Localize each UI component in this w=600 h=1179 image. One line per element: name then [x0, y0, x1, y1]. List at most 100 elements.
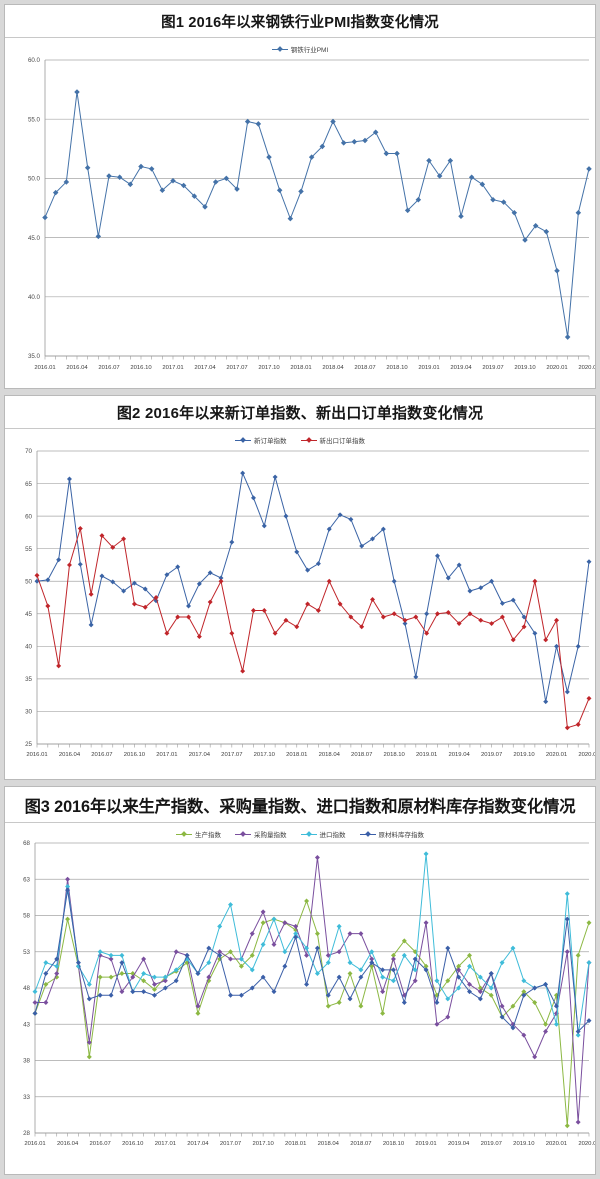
data-point: [228, 949, 234, 955]
data-point: [162, 974, 168, 980]
data-point: [532, 223, 539, 229]
svg-text:2018.10: 2018.10: [383, 1141, 405, 1147]
data-point: [127, 181, 134, 188]
data-point: [391, 611, 397, 617]
data-point: [564, 1123, 570, 1129]
data-point: [260, 920, 266, 926]
svg-text:2018.01: 2018.01: [285, 1141, 306, 1147]
data-point: [575, 209, 582, 216]
data-point: [173, 978, 179, 984]
data-point: [456, 974, 462, 980]
data-point: [359, 543, 365, 549]
svg-text:2019.10: 2019.10: [513, 752, 535, 758]
data-point: [217, 952, 223, 958]
svg-text:2020.04: 2020.04: [578, 365, 595, 371]
svg-text:45: 45: [25, 611, 32, 618]
data-point: [511, 209, 518, 216]
data-point: [86, 981, 92, 987]
data-point: [315, 608, 321, 613]
data-point: [456, 967, 462, 973]
data-point: [110, 579, 116, 585]
data-point: [456, 985, 462, 991]
data-point: [141, 971, 147, 976]
data-point: [445, 945, 451, 951]
svg-text:25: 25: [25, 741, 32, 748]
data-point: [305, 601, 311, 607]
svg-text:2016.01: 2016.01: [34, 365, 55, 371]
svg-text:2016.07: 2016.07: [98, 365, 119, 371]
data-point: [456, 562, 462, 568]
data-point: [173, 949, 179, 955]
data-point: [447, 157, 454, 164]
data-point: [434, 611, 440, 617]
chart-3-title: 图3 2016年以来生产指数、采购量指数、进口指数和原材料库存指数变化情况: [5, 787, 595, 823]
data-point: [532, 1000, 538, 1005]
data-point: [423, 967, 429, 973]
data-point: [369, 963, 375, 969]
svg-text:2017.01: 2017.01: [162, 365, 183, 371]
data-point: [119, 952, 125, 958]
data-point: [413, 614, 419, 620]
data-point: [32, 1010, 38, 1016]
data-point: [358, 1003, 364, 1009]
data-point: [488, 992, 494, 998]
data-point: [426, 157, 432, 164]
data-point: [65, 887, 71, 893]
svg-text:60: 60: [25, 513, 32, 520]
data-point: [510, 1003, 516, 1009]
svg-text:2019.10: 2019.10: [514, 365, 536, 371]
data-point: [380, 614, 386, 620]
data-point: [250, 495, 256, 501]
data-point: [294, 549, 300, 555]
data-point: [586, 166, 592, 172]
data-point: [77, 561, 83, 567]
data-point: [424, 611, 430, 617]
data-point: [141, 978, 147, 984]
svg-text:2019.07: 2019.07: [481, 752, 502, 758]
data-point: [478, 617, 484, 623]
svg-text:63: 63: [23, 876, 30, 883]
data-point: [162, 985, 168, 991]
svg-text:55.0: 55.0: [28, 116, 41, 123]
svg-text:2017.01: 2017.01: [156, 752, 177, 758]
data-point: [228, 992, 234, 998]
data-point: [119, 989, 125, 995]
data-point: [223, 175, 230, 182]
data-point: [488, 971, 494, 976]
data-point: [532, 578, 538, 584]
data-point: [142, 586, 148, 592]
data-point: [212, 179, 219, 185]
svg-text:2019.07: 2019.07: [482, 365, 503, 371]
chart-panel-1: 图1 2016年以来钢铁行业PMI指数变化情况 钢铁行业PMI 35.0 40.0…: [4, 4, 596, 389]
data-point: [152, 974, 157, 980]
svg-text:2020.04: 2020.04: [578, 1141, 595, 1147]
data-point: [467, 588, 473, 594]
data-point: [86, 1039, 92, 1045]
data-point: [380, 989, 386, 995]
svg-text:2016.07: 2016.07: [90, 1141, 111, 1147]
data-point: [456, 621, 462, 627]
data-point: [272, 474, 278, 480]
data-point: [325, 952, 331, 958]
data-point: [206, 960, 212, 966]
data-point: [586, 960, 592, 966]
data-point: [260, 974, 266, 980]
data-point: [564, 689, 570, 695]
data-point: [315, 561, 321, 567]
data-point: [99, 573, 105, 579]
data-point: [159, 187, 166, 193]
data-point: [423, 920, 429, 926]
data-point: [294, 624, 300, 630]
data-point: [554, 643, 560, 649]
svg-text:60.0: 60.0: [28, 57, 41, 64]
svg-text:2016.04: 2016.04: [59, 752, 81, 758]
data-point: [184, 952, 190, 958]
data-point: [195, 971, 201, 976]
data-point: [202, 204, 208, 210]
data-point: [77, 526, 83, 531]
data-point: [521, 614, 527, 620]
data-point: [283, 617, 289, 623]
data-point: [575, 1029, 581, 1034]
data-point: [489, 578, 495, 584]
svg-text:28: 28: [23, 1130, 30, 1137]
